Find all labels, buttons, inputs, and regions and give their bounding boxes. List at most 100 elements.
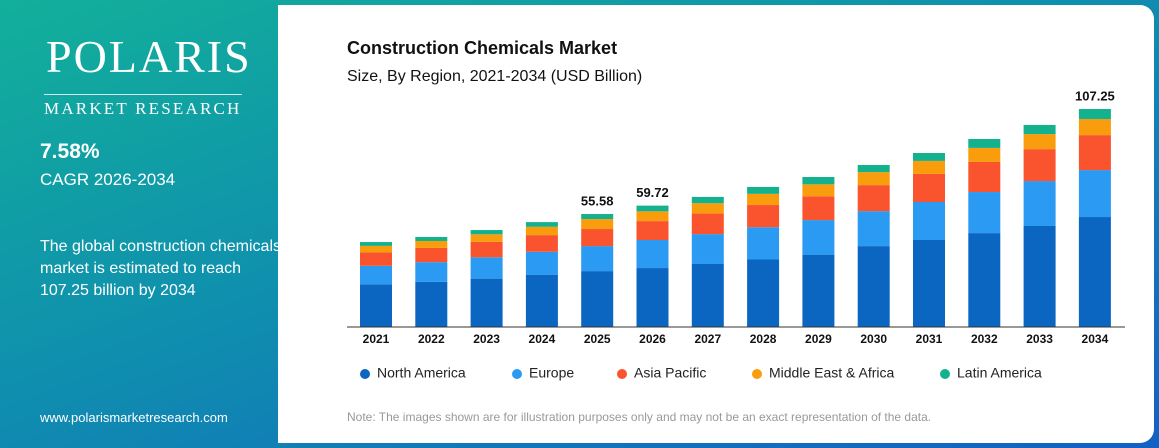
bar-segment — [360, 265, 392, 285]
bar-segment — [581, 246, 614, 272]
x-tick-label: 2023 — [473, 332, 500, 346]
bar-segment — [581, 214, 614, 220]
bar-segment — [747, 259, 780, 327]
bar-segment — [691, 196, 724, 204]
bar-segment — [415, 247, 448, 263]
bar-segment — [470, 230, 503, 235]
bar-segment — [470, 241, 503, 258]
bar-segment — [1078, 135, 1111, 171]
bar-segment — [470, 278, 503, 327]
total-label: 59.72 — [636, 185, 669, 200]
total-label: 55.58 — [581, 193, 614, 208]
bar-segment — [747, 193, 780, 206]
bar-segment — [913, 160, 945, 174]
x-tick-label: 2024 — [529, 332, 556, 346]
bar-segment — [360, 242, 392, 246]
bar-segment — [636, 268, 669, 327]
bar-segment — [691, 234, 724, 264]
bar-segment — [747, 186, 780, 194]
bar-segment — [581, 271, 614, 327]
bar-segment — [968, 192, 1001, 234]
bar-segment — [968, 161, 1001, 193]
x-tick-label: 2025 — [584, 332, 611, 346]
x-tick-label: 2032 — [971, 332, 998, 346]
legend-label: Latin America — [957, 365, 1042, 381]
bar-segment — [857, 164, 890, 173]
bar-segment — [581, 219, 614, 230]
chart-subtitle: Size, By Region, 2021-2034 (USD Billion) — [347, 68, 642, 85]
bar-segment — [581, 229, 614, 247]
x-tick-label: 2030 — [860, 332, 887, 346]
bar-segment — [913, 173, 945, 202]
bar-segment — [1023, 124, 1056, 135]
description: The global construction chemicals market… — [40, 238, 282, 299]
bar-segment — [691, 203, 724, 214]
bar-segment — [802, 196, 835, 221]
x-tick-label: 2034 — [1082, 332, 1109, 346]
bar-segment — [913, 240, 945, 327]
x-tick-label: 2022 — [418, 332, 445, 346]
bar-segment — [802, 254, 835, 327]
bar-segment — [525, 235, 558, 252]
bar-segment — [857, 172, 890, 186]
x-tick-label: 2027 — [694, 332, 721, 346]
x-tick-label: 2021 — [363, 332, 390, 346]
x-tick-label: 2029 — [805, 332, 832, 346]
bar-segment — [968, 147, 1001, 162]
bar-segment — [968, 233, 1001, 327]
bar-segment — [857, 185, 890, 212]
x-tick-label: 2026 — [639, 332, 666, 346]
bar-segment — [802, 176, 835, 185]
bar-segment — [636, 205, 669, 212]
legend-marker — [752, 369, 762, 379]
bar-segment — [470, 234, 503, 242]
legend-label: Middle East & Africa — [769, 365, 894, 381]
bar-segment — [525, 251, 558, 275]
bar-segment — [913, 153, 945, 161]
chart-title: Construction Chemicals Market — [347, 38, 617, 58]
bar-segment — [802, 220, 835, 255]
bar-segment — [525, 226, 558, 236]
bar-segment — [360, 245, 392, 253]
bar-segment — [525, 222, 558, 227]
x-tick-label: 2033 — [1026, 332, 1053, 346]
bar-segment — [1078, 170, 1111, 218]
bar-segment — [636, 240, 669, 269]
bar-segment — [1023, 149, 1056, 182]
bar-segment — [747, 205, 780, 228]
bar-segment — [415, 262, 448, 282]
x-tick-label: 2031 — [916, 332, 943, 346]
bar-segment — [360, 252, 392, 266]
bar-segment — [360, 284, 392, 327]
bar-segment — [415, 281, 448, 327]
bar-segment — [802, 184, 835, 197]
bar-segment — [691, 263, 724, 327]
cagr: 7.58% — [40, 140, 100, 163]
legend-label: Asia Pacific — [634, 365, 706, 381]
legend-marker — [617, 369, 627, 379]
bar-segment — [415, 236, 448, 242]
cagr-label: CAGR 2026-2034 — [40, 170, 176, 189]
bar-segment — [857, 211, 890, 247]
bar-segment — [470, 257, 503, 279]
bar-segment — [1078, 109, 1111, 120]
bar-segment — [1023, 181, 1056, 226]
brand: POLARIS — [46, 31, 252, 82]
website[interactable]: www.polarismarketresearch.com — [40, 410, 228, 425]
legend-label: North America — [377, 365, 466, 381]
brand-sub: MARKET RESEARCH — [44, 94, 242, 119]
total-label: 107.25 — [1075, 88, 1115, 103]
note: Note: The images shown are for illustrat… — [347, 410, 931, 424]
bar-segment — [1078, 119, 1111, 136]
sidebar: POLARIS MARKET RESEARCH 7.58% CAGR 2026-… — [0, 0, 281, 448]
legend-marker — [360, 369, 370, 379]
bar-segment — [636, 221, 669, 241]
bar-segment — [1078, 217, 1111, 327]
bar-segment — [636, 211, 669, 222]
bar-segment — [747, 227, 780, 260]
bar-segment — [415, 241, 448, 248]
bar-segment — [1023, 134, 1056, 150]
bar-segment — [525, 274, 558, 327]
legend-marker — [940, 369, 950, 379]
